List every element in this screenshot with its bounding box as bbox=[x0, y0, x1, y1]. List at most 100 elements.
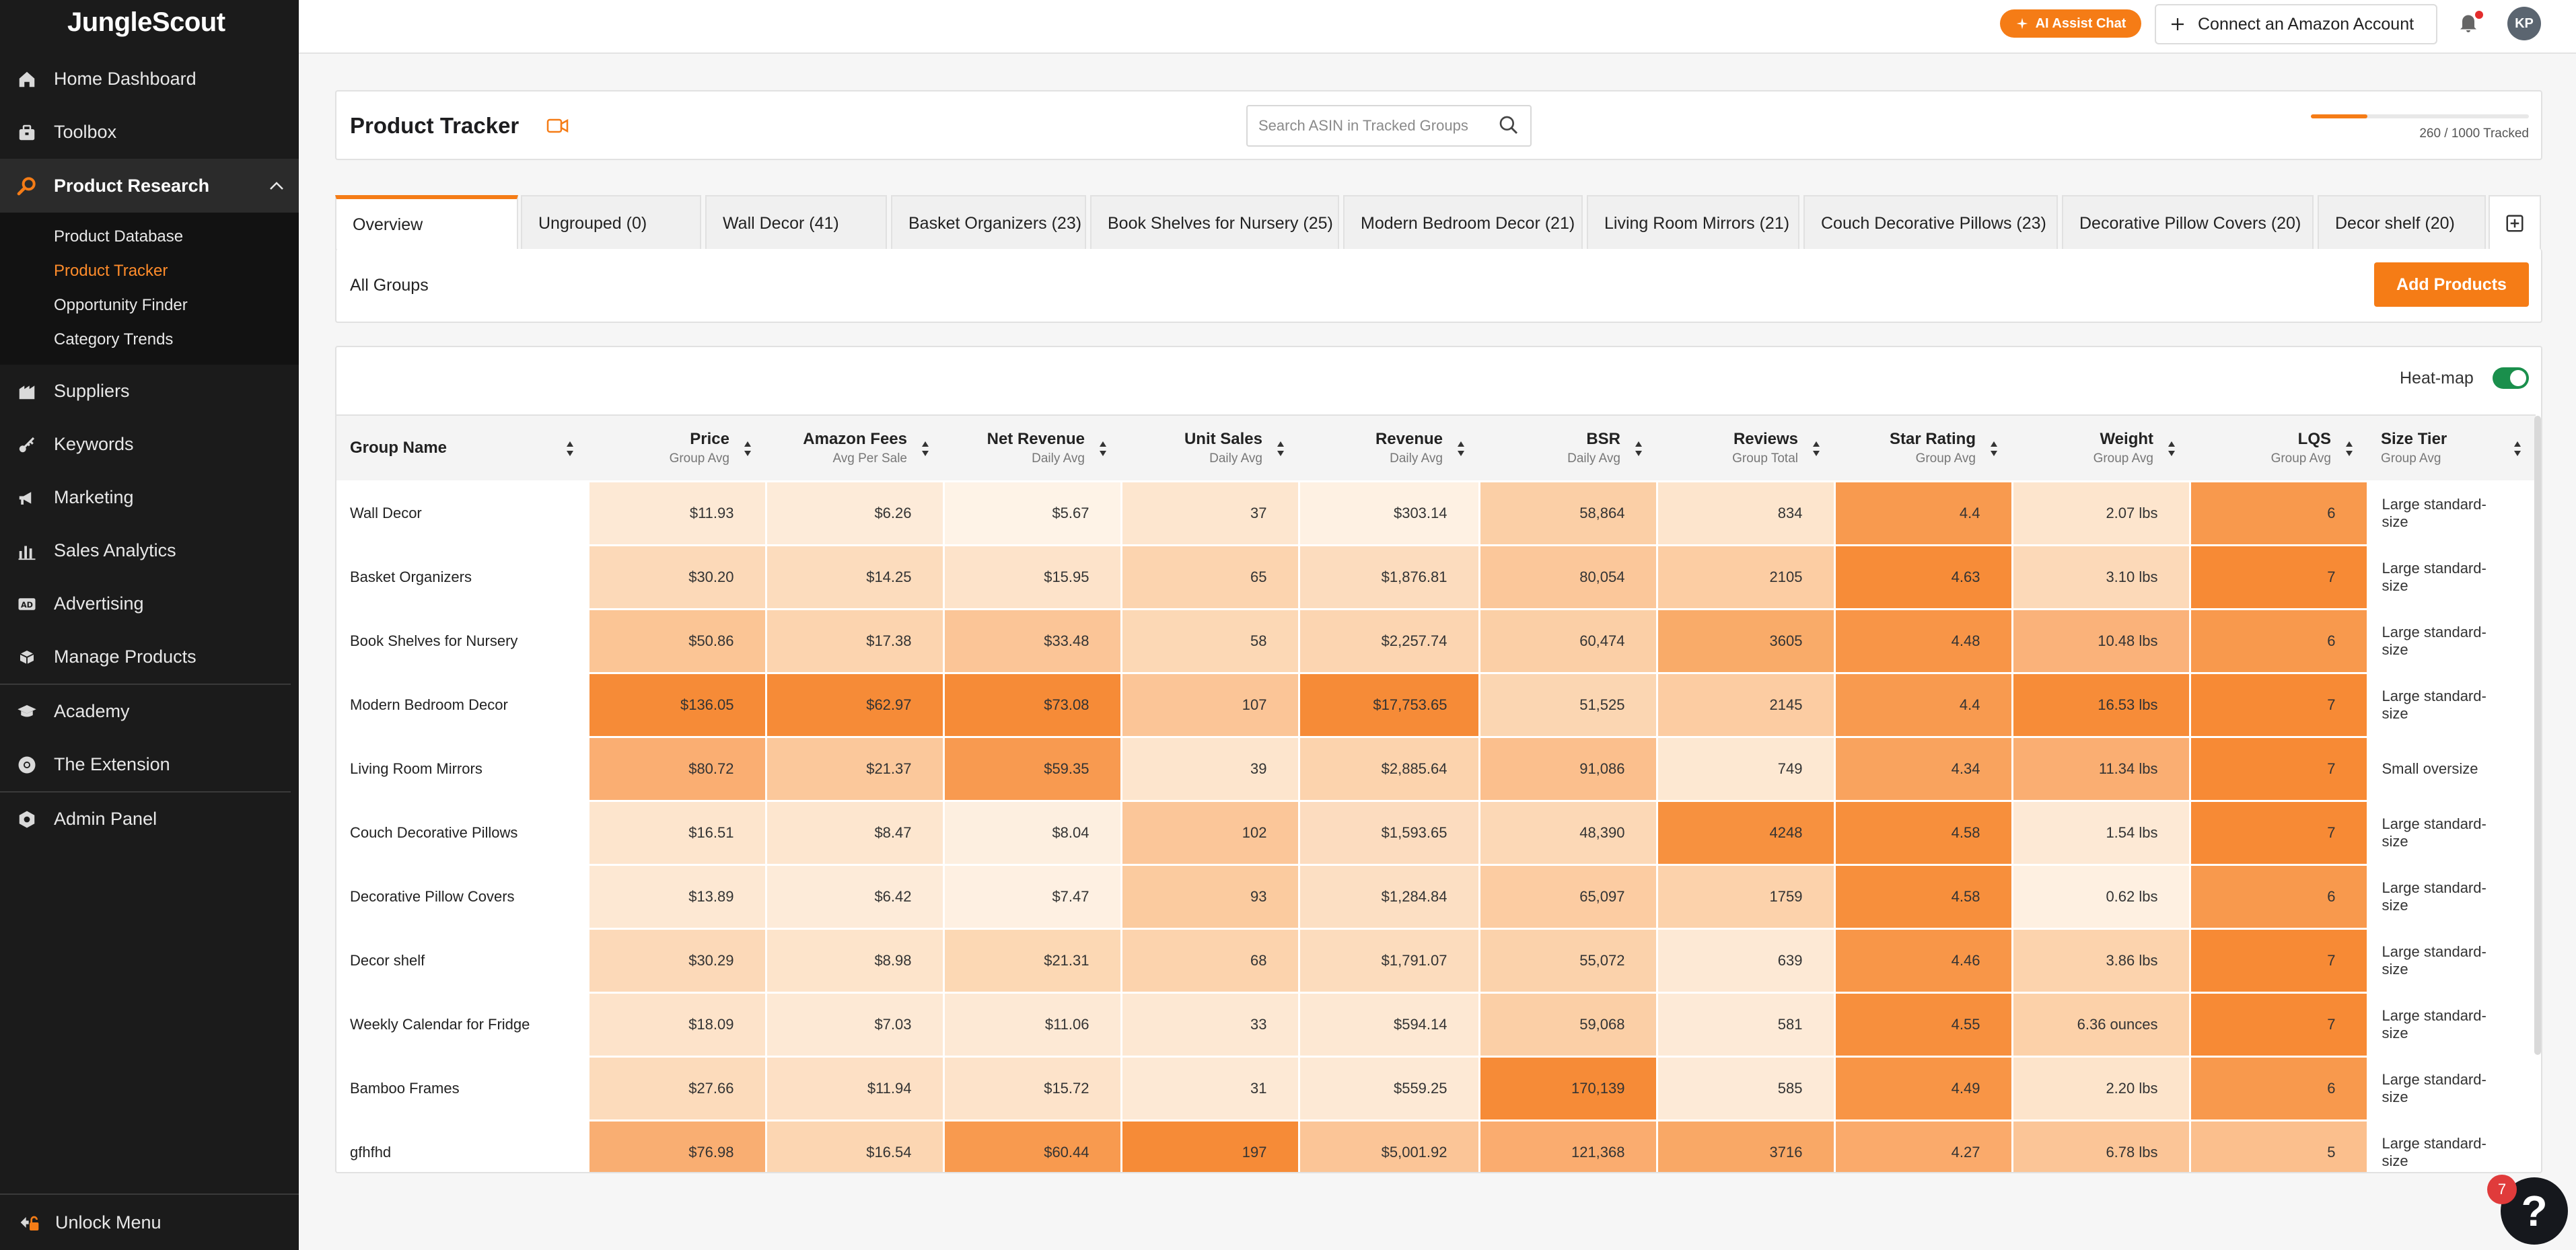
column-header[interactable]: Group Name bbox=[336, 415, 588, 481]
table-cell: 6 bbox=[2188, 1055, 2369, 1122]
group-name-cell[interactable]: Bamboo Frames bbox=[336, 1055, 589, 1121]
group-name-cell[interactable]: Couch Decorative Pillows bbox=[336, 799, 589, 865]
table-cell: Large standard-size bbox=[2366, 671, 2537, 738]
column-header[interactable]: Size Tier Group Avg bbox=[2367, 415, 2536, 481]
avatar[interactable]: KP bbox=[2507, 7, 2541, 40]
sort-icon[interactable] bbox=[2345, 440, 2354, 457]
table-cell: 6 bbox=[2188, 863, 2369, 930]
sidebar-item-label: Home Dashboard bbox=[54, 69, 196, 89]
column-header[interactable]: Price Group Avg bbox=[588, 415, 766, 481]
tab-basket-organizers[interactable]: Basket Organizers (23) bbox=[891, 195, 1086, 250]
sidebar-item-label: Keywords bbox=[54, 434, 134, 454]
sidebar-subitem-category-trends[interactable]: Category Trends bbox=[54, 330, 174, 348]
table-row[interactable]: Couch Decorative Pillows $16.51 $8.47 $8.04… bbox=[336, 799, 2537, 866]
sidebar-item-home-dashboard[interactable]: Home Dashboard bbox=[0, 52, 299, 106]
sort-icon[interactable] bbox=[565, 440, 575, 457]
group-name-cell[interactable]: Decor shelf bbox=[336, 927, 589, 993]
column-header[interactable]: Star Rating Group Avg bbox=[1834, 415, 2012, 481]
ai-assist-chat-button[interactable]: AI Assist Chat bbox=[2000, 9, 2141, 38]
table-row[interactable]: Decor shelf $30.29 $8.98 $21.31 68 $1,791.07 5… bbox=[336, 927, 2537, 994]
group-name-cell[interactable]: Modern Bedroom Decor bbox=[336, 671, 589, 737]
sort-icon[interactable] bbox=[1634, 440, 1643, 457]
sidebar-item-product-research[interactable]: Product Research bbox=[0, 159, 299, 213]
sidebar-item-academy[interactable]: Academy bbox=[0, 685, 299, 738]
tab-book-shelves-for-nursery[interactable]: Book Shelves for Nursery (25) bbox=[1090, 195, 1339, 250]
table-row[interactable]: Decorative Pillow Covers $13.89 $6.42 $7.47… bbox=[336, 863, 2537, 930]
table-row[interactable]: Wall Decor $11.93 $6.26 $5.67 37 $303.14 58,86… bbox=[336, 480, 2537, 546]
sort-icon[interactable] bbox=[1456, 440, 1466, 457]
sort-icon[interactable] bbox=[2513, 440, 2522, 457]
heatmap-toggle[interactable] bbox=[2493, 367, 2529, 389]
video-camera-icon[interactable] bbox=[546, 116, 569, 136]
group-name-cell[interactable]: Living Room Mirrors bbox=[336, 735, 589, 801]
sidebar-item-toolbox[interactable]: Toolbox bbox=[0, 106, 299, 159]
chevron-up-icon[interactable] bbox=[269, 181, 284, 190]
table-cell: 48,390 bbox=[1478, 799, 1658, 866]
column-header[interactable]: Revenue Daily Avg bbox=[1299, 415, 1479, 481]
column-title: BSR bbox=[1586, 429, 1620, 448]
add-tab-button[interactable] bbox=[2489, 195, 2541, 250]
group-name-cell[interactable]: Wall Decor bbox=[336, 480, 589, 546]
column-header[interactable]: Weight Group Avg bbox=[2012, 415, 2190, 481]
sidebar-subitem-opportunity-finder[interactable]: Opportunity Finder bbox=[54, 295, 188, 314]
tab-overview[interactable]: Overview bbox=[335, 195, 518, 250]
table-row[interactable]: Basket Organizers $30.20 $14.25 $15.95 65 $1,… bbox=[336, 544, 2537, 610]
sort-icon[interactable] bbox=[2167, 440, 2176, 457]
table-row[interactable]: Modern Bedroom Decor $136.05 $62.97 $73.08 1… bbox=[336, 671, 2537, 738]
table-cell: 3.10 lbs bbox=[2011, 544, 2191, 610]
sidebar-subitem-product-database[interactable]: Product Database bbox=[54, 227, 184, 246]
search-icon[interactable] bbox=[1498, 114, 1521, 137]
tab-couch-decorative-pillows[interactable]: Couch Decorative Pillows (23) bbox=[1803, 195, 2058, 250]
table-cell: 102 bbox=[1120, 799, 1300, 866]
sidebar-item-sales-analytics[interactable]: Sales Analytics bbox=[0, 524, 299, 577]
notification-bell-icon[interactable] bbox=[2456, 9, 2483, 36]
column-header[interactable]: Unit Sales Daily Avg bbox=[1121, 415, 1299, 481]
group-name-cell[interactable]: Basket Organizers bbox=[336, 544, 589, 610]
column-header[interactable]: Net Revenue Daily Avg bbox=[943, 415, 1121, 481]
tab-wall-decor[interactable]: Wall Decor (41) bbox=[705, 195, 887, 250]
table-row[interactable]: Bamboo Frames $27.66 $11.94 $15.72 31 $559.25… bbox=[336, 1055, 2537, 1122]
tab-ungrouped[interactable]: Ungrouped (0) bbox=[521, 195, 701, 250]
sidebar-item-advertising[interactable]: AD Advertising bbox=[0, 577, 299, 630]
group-name-cell[interactable]: gfhfhd bbox=[336, 1119, 589, 1172]
unlock-menu-button[interactable]: Unlock Menu bbox=[0, 1193, 299, 1250]
sort-icon[interactable] bbox=[921, 440, 930, 457]
tab-decorative-pillow-covers[interactable]: Decorative Pillow Covers (20) bbox=[2062, 195, 2314, 250]
sort-icon[interactable] bbox=[1098, 440, 1108, 457]
sort-icon[interactable] bbox=[1276, 440, 1285, 457]
table-row[interactable]: Weekly Calendar for Fridge $18.09 $7.03 $11… bbox=[336, 991, 2537, 1058]
sidebar-item-manage-products[interactable]: Manage Products bbox=[0, 630, 299, 684]
table-cell: 11.34 lbs bbox=[2011, 735, 2191, 802]
group-name-cell[interactable]: Book Shelves for Nursery bbox=[336, 608, 589, 673]
sidebar-item-label: Marketing bbox=[54, 487, 134, 507]
column-header[interactable]: LQS Group Avg bbox=[2190, 415, 2367, 481]
column-header[interactable]: Amazon Fees Avg Per Sale bbox=[766, 415, 943, 481]
column-subtitle: Group Avg bbox=[669, 451, 729, 466]
tab-modern-bedroom-decor[interactable]: Modern Bedroom Decor (21) bbox=[1343, 195, 1583, 250]
table-row[interactable]: gfhfhd $76.98 $16.54 $60.44 197 $5,001.92 121,… bbox=[336, 1119, 2537, 1172]
table-scrollbar[interactable] bbox=[2534, 416, 2541, 1055]
column-header[interactable]: Reviews Group Total bbox=[1657, 415, 1834, 481]
column-header[interactable]: BSR Daily Avg bbox=[1479, 415, 1657, 481]
sort-icon[interactable] bbox=[743, 440, 752, 457]
sidebar-item-keywords[interactable]: Keywords bbox=[0, 418, 299, 471]
sidebar-item-the-extension[interactable]: The Extension bbox=[0, 738, 299, 791]
table-cell: 7 bbox=[2188, 991, 2369, 1058]
search-input[interactable] bbox=[1258, 117, 1498, 135]
help-notification-badge: 7 bbox=[2487, 1175, 2517, 1204]
junglescout-logo[interactable]: JungleScout bbox=[67, 7, 225, 37]
connect-amazon-account-button[interactable]: Connect an Amazon Account bbox=[2155, 4, 2437, 44]
sidebar-item-marketing[interactable]: Marketing bbox=[0, 471, 299, 524]
tab-decor-shelf[interactable]: Decor shelf (20) bbox=[2318, 195, 2486, 250]
sidebar-subitem-product-tracker[interactable]: Product Tracker bbox=[54, 261, 168, 280]
sidebar-item-admin-panel[interactable]: Admin Panel bbox=[0, 793, 299, 846]
sidebar-item-suppliers[interactable]: Suppliers bbox=[0, 365, 299, 418]
sort-icon[interactable] bbox=[1989, 440, 1999, 457]
sort-icon[interactable] bbox=[1812, 440, 1821, 457]
group-name-cell[interactable]: Weekly Calendar for Fridge bbox=[336, 991, 589, 1057]
table-row[interactable]: Living Room Mirrors $80.72 $21.37 $59.35 39 $… bbox=[336, 735, 2537, 802]
group-name-cell[interactable]: Decorative Pillow Covers bbox=[336, 863, 589, 929]
tab-living-room-mirrors[interactable]: Living Room Mirrors (21) bbox=[1587, 195, 1799, 250]
add-products-button[interactable]: Add Products bbox=[2374, 262, 2529, 307]
table-row[interactable]: Book Shelves for Nursery $50.86 $17.38 $33.… bbox=[336, 608, 2537, 674]
